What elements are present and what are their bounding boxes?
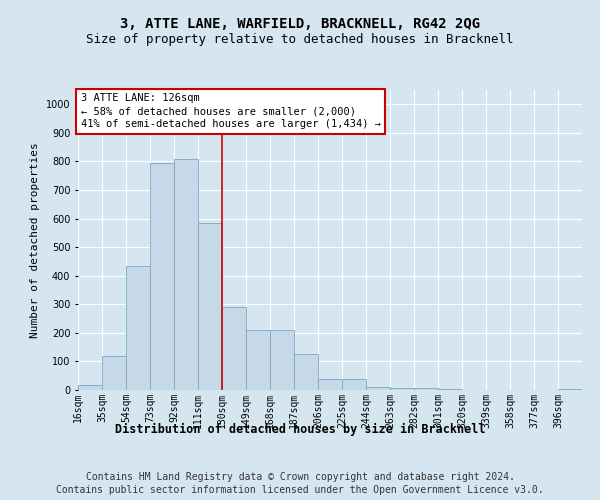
Bar [270, 330, 294, 390]
Bar [126, 266, 150, 390]
Bar [342, 378, 366, 390]
Text: 3 ATTE LANE: 126sqm
← 58% of detached houses are smaller (2,000)
41% of semi-det: 3 ATTE LANE: 126sqm ← 58% of detached ho… [80, 93, 380, 130]
Text: Distribution of detached houses by size in Bracknell: Distribution of detached houses by size … [115, 422, 485, 436]
Bar [390, 388, 414, 390]
Bar [78, 385, 102, 390]
Bar [222, 307, 246, 390]
Bar [246, 330, 270, 390]
Bar [174, 158, 198, 390]
Text: Size of property relative to detached houses in Bracknell: Size of property relative to detached ho… [86, 32, 514, 46]
Bar [366, 386, 390, 390]
Bar [198, 223, 222, 390]
Bar [102, 356, 126, 390]
Text: Contains HM Land Registry data © Crown copyright and database right 2024.: Contains HM Land Registry data © Crown c… [86, 472, 514, 482]
Text: Contains public sector information licensed under the Open Government Licence v3: Contains public sector information licen… [56, 485, 544, 495]
Bar [414, 388, 438, 390]
Bar [150, 163, 174, 390]
Bar [318, 378, 342, 390]
Y-axis label: Number of detached properties: Number of detached properties [31, 142, 40, 338]
Bar [438, 389, 462, 390]
Text: 3, ATTE LANE, WARFIELD, BRACKNELL, RG42 2QG: 3, ATTE LANE, WARFIELD, BRACKNELL, RG42 … [120, 18, 480, 32]
Bar [558, 388, 582, 390]
Bar [294, 354, 318, 390]
